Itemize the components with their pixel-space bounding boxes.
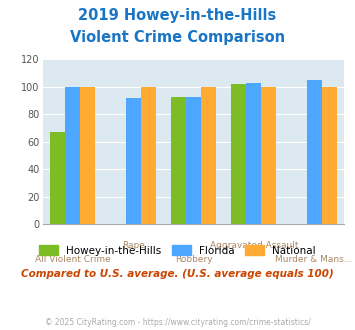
Bar bbox=[261, 87, 277, 224]
Bar bbox=[65, 87, 80, 224]
Bar bbox=[126, 98, 141, 224]
Legend: Howey-in-the-Hills, Florida, National: Howey-in-the-Hills, Florida, National bbox=[35, 241, 320, 260]
Text: Compared to U.S. average. (U.S. average equals 100): Compared to U.S. average. (U.S. average … bbox=[21, 269, 334, 279]
Text: Aggravated Assault: Aggravated Assault bbox=[209, 241, 298, 250]
Text: Rape: Rape bbox=[122, 241, 144, 250]
Text: Robbery: Robbery bbox=[175, 255, 212, 264]
Bar bbox=[171, 96, 186, 224]
Bar bbox=[231, 84, 246, 224]
Bar bbox=[201, 87, 216, 224]
Text: Murder & Mans...: Murder & Mans... bbox=[275, 255, 353, 264]
Bar bbox=[50, 132, 65, 224]
Text: © 2025 CityRating.com - https://www.cityrating.com/crime-statistics/: © 2025 CityRating.com - https://www.city… bbox=[45, 318, 310, 327]
Text: 2019 Howey-in-the-Hills: 2019 Howey-in-the-Hills bbox=[78, 8, 277, 23]
Bar bbox=[186, 96, 201, 224]
Text: All Violent Crime: All Violent Crime bbox=[35, 255, 111, 264]
Bar bbox=[322, 87, 337, 224]
Bar bbox=[80, 87, 95, 224]
Bar bbox=[141, 87, 156, 224]
Bar bbox=[307, 80, 322, 224]
Text: Violent Crime Comparison: Violent Crime Comparison bbox=[70, 30, 285, 45]
Bar bbox=[246, 83, 261, 224]
